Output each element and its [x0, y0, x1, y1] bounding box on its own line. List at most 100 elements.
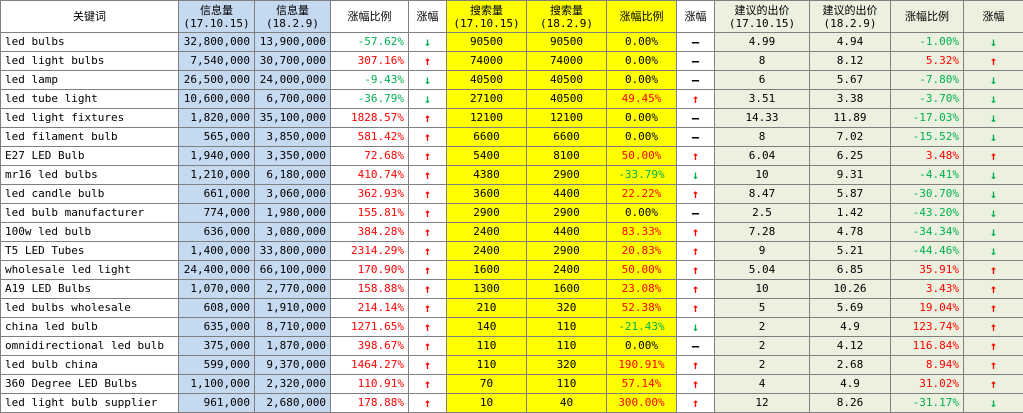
- bid-b-cell: 1.42: [810, 204, 891, 223]
- search-b-cell: 40: [527, 394, 607, 413]
- info-trend-icon: ↑: [409, 185, 447, 204]
- bid-a-cell: 14.33: [715, 109, 810, 128]
- info-trend-icon: ↑: [409, 280, 447, 299]
- search-ratio-cell: 0.00%: [607, 33, 677, 52]
- keyword-cell: wholesale led light: [1, 261, 179, 280]
- search-b-cell: 12100: [527, 109, 607, 128]
- info-a-cell: 1,820,000: [179, 109, 255, 128]
- info-ratio-cell: 178.88%: [331, 394, 409, 413]
- bid-a-cell: 8: [715, 128, 810, 147]
- search-b-cell: 1600: [527, 280, 607, 299]
- bid-trend-icon: ↑: [964, 356, 1023, 375]
- info-a-cell: 1,210,000: [179, 166, 255, 185]
- header-info-ratio: 涨幅比例: [331, 1, 409, 33]
- bid-b-cell: 5.67: [810, 71, 891, 90]
- bid-trend-icon: ↑: [964, 337, 1023, 356]
- search-b-cell: 110: [527, 337, 607, 356]
- bid-ratio-cell: -7.80%: [891, 71, 964, 90]
- search-a-cell: 110: [447, 356, 527, 375]
- keyword-cell: T5 LED Tubes: [1, 242, 179, 261]
- bid-b-cell: 2.68: [810, 356, 891, 375]
- search-ratio-cell: 50.00%: [607, 261, 677, 280]
- bid-b-cell: 7.02: [810, 128, 891, 147]
- info-a-cell: 32,800,000: [179, 33, 255, 52]
- search-trend-icon: ↑: [677, 394, 715, 413]
- search-b-cell: 2900: [527, 166, 607, 185]
- info-b-cell: 1,870,000: [255, 337, 331, 356]
- header-keyword: 关键词: [1, 1, 179, 33]
- bid-trend-icon: ↓: [964, 394, 1023, 413]
- search-ratio-cell: 0.00%: [607, 71, 677, 90]
- header-search-trend: 涨幅: [677, 1, 715, 33]
- bid-ratio-cell: -4.41%: [891, 166, 964, 185]
- info-b-cell: 6,180,000: [255, 166, 331, 185]
- keyword-cell: led light bulbs: [1, 52, 179, 71]
- bid-trend-icon: ↓: [964, 90, 1023, 109]
- search-ratio-cell: 0.00%: [607, 204, 677, 223]
- bid-ratio-cell: -44.46%: [891, 242, 964, 261]
- search-ratio-cell: 0.00%: [607, 337, 677, 356]
- search-trend-icon: ↑: [677, 375, 715, 394]
- info-trend-icon: ↑: [409, 109, 447, 128]
- search-trend-icon: —: [677, 337, 715, 356]
- search-trend-icon: ↓: [677, 318, 715, 337]
- info-ratio-cell: 1464.27%: [331, 356, 409, 375]
- info-ratio-cell: -9.43%: [331, 71, 409, 90]
- bid-ratio-cell: 5.32%: [891, 52, 964, 71]
- search-a-cell: 27100: [447, 90, 527, 109]
- search-trend-icon: —: [677, 109, 715, 128]
- info-a-cell: 774,000: [179, 204, 255, 223]
- search-ratio-cell: 49.45%: [607, 90, 677, 109]
- info-trend-icon: ↑: [409, 375, 447, 394]
- keyword-cell: led bulb manufacturer: [1, 204, 179, 223]
- info-trend-icon: ↑: [409, 261, 447, 280]
- keyword-cell: 100w led bulb: [1, 223, 179, 242]
- info-ratio-cell: 398.67%: [331, 337, 409, 356]
- bid-trend-icon: ↓: [964, 71, 1023, 90]
- info-b-cell: 35,100,000: [255, 109, 331, 128]
- keyword-cell: mr16 led bulbs: [1, 166, 179, 185]
- bid-b-cell: 4.78: [810, 223, 891, 242]
- info-ratio-cell: -36.79%: [331, 90, 409, 109]
- search-ratio-cell: 300.00%: [607, 394, 677, 413]
- info-ratio-cell: 2314.29%: [331, 242, 409, 261]
- header-row: 关键词 信息量(17.10.15) 信息量(18.2.9) 涨幅比例 涨幅 搜索…: [1, 1, 1023, 33]
- info-trend-icon: ↑: [409, 299, 447, 318]
- bid-ratio-cell: 35.91%: [891, 261, 964, 280]
- info-ratio-cell: 214.14%: [331, 299, 409, 318]
- search-a-cell: 140: [447, 318, 527, 337]
- info-b-cell: 24,000,000: [255, 71, 331, 90]
- info-trend-icon: ↑: [409, 204, 447, 223]
- search-b-cell: 4400: [527, 185, 607, 204]
- search-a-cell: 2400: [447, 242, 527, 261]
- bid-b-cell: 8.12: [810, 52, 891, 71]
- info-b-cell: 13,900,000: [255, 33, 331, 52]
- info-b-cell: 1,980,000: [255, 204, 331, 223]
- info-a-cell: 26,500,000: [179, 71, 255, 90]
- info-b-cell: 2,320,000: [255, 375, 331, 394]
- info-b-cell: 3,350,000: [255, 147, 331, 166]
- info-ratio-cell: 155.81%: [331, 204, 409, 223]
- header-search-ratio: 涨幅比例: [607, 1, 677, 33]
- search-b-cell: 40500: [527, 90, 607, 109]
- bid-trend-icon: ↑: [964, 52, 1023, 71]
- info-a-cell: 599,000: [179, 356, 255, 375]
- search-trend-icon: ↑: [677, 90, 715, 109]
- search-ratio-cell: -21.43%: [607, 318, 677, 337]
- bid-trend-icon: ↑: [964, 280, 1023, 299]
- search-ratio-cell: 20.83%: [607, 242, 677, 261]
- search-b-cell: 6600: [527, 128, 607, 147]
- search-a-cell: 5400: [447, 147, 527, 166]
- search-a-cell: 90500: [447, 33, 527, 52]
- keyword-cell: E27 LED Bulb: [1, 147, 179, 166]
